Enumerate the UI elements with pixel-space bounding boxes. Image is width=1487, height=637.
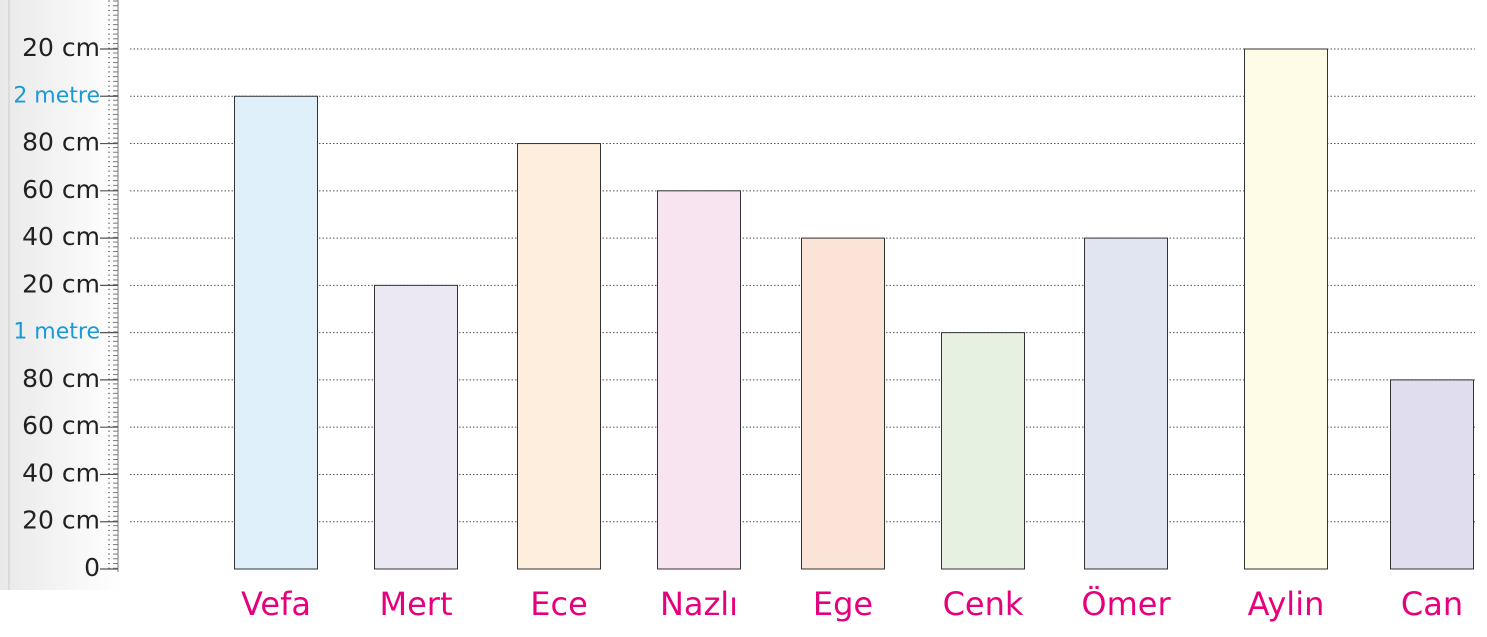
ruler-minor-ticks: [108, 0, 118, 572]
x-tick-label: Ece: [530, 585, 588, 623]
x-tick-label: Mert: [380, 585, 453, 623]
bar: [1390, 379, 1474, 570]
x-tick-label: Nazlı: [660, 585, 738, 623]
x-tick-label: Cenk: [943, 585, 1024, 623]
y-tick-label: 20 cm: [22, 33, 100, 62]
x-tick-label: Can: [1401, 585, 1463, 623]
y-tick-label: 0: [84, 553, 100, 582]
y-tick-label: 20 cm: [22, 269, 100, 298]
bar: [1084, 237, 1168, 570]
bar: [374, 284, 458, 570]
x-tick-label: Ege: [813, 585, 873, 623]
y-tick-label: 1 metre: [13, 320, 100, 345]
x-tick-label: Vefa: [241, 585, 311, 623]
bar: [657, 190, 741, 570]
bar: [1244, 48, 1328, 570]
x-tick-label: Aylin: [1248, 585, 1325, 623]
bar: [941, 332, 1025, 570]
bar: [517, 143, 601, 570]
bar: [234, 95, 318, 570]
y-tick-label: 20 cm: [22, 506, 100, 535]
y-tick-label: 80 cm: [22, 364, 100, 393]
y-tick-label: 60 cm: [22, 411, 100, 440]
ruler: [0, 0, 122, 590]
bar: [801, 237, 885, 570]
y-tick-label: 2 metre: [13, 83, 100, 108]
y-tick-label: 40 cm: [22, 458, 100, 487]
y-tick-label: 40 cm: [22, 222, 100, 251]
x-tick-label: Ömer: [1081, 585, 1171, 623]
y-tick-label: 80 cm: [22, 128, 100, 157]
y-tick-label: 60 cm: [22, 175, 100, 204]
